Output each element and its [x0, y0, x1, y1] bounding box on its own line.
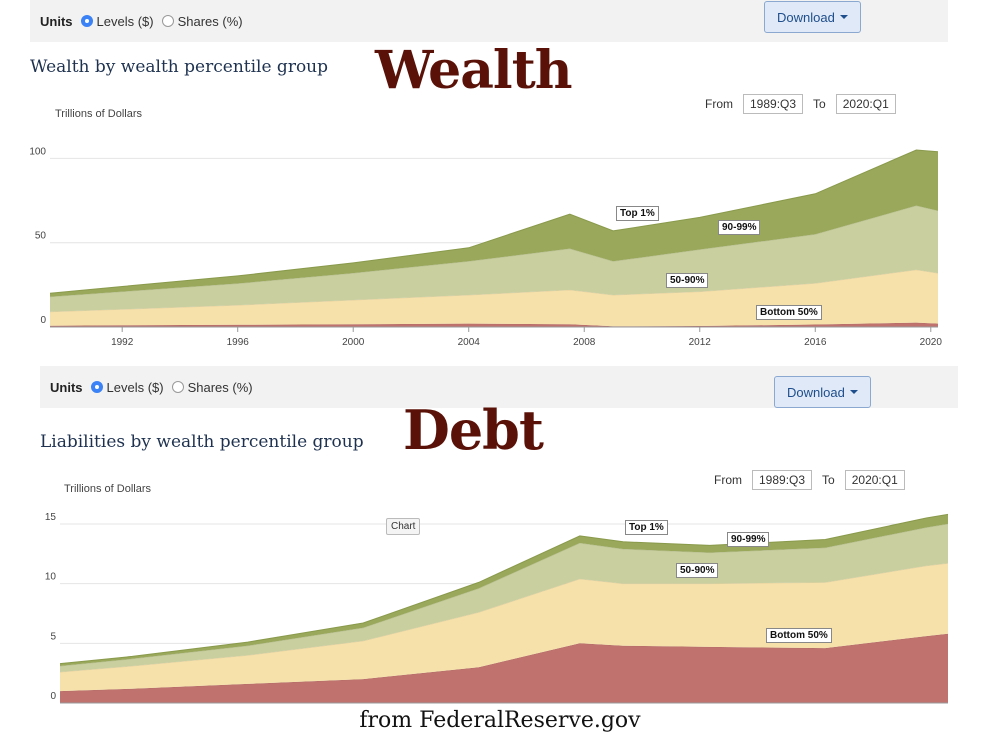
y-tick-label: 10 — [45, 572, 57, 583]
units-label: Units — [50, 379, 83, 395]
levels-radio[interactable]: Levels ($) — [90, 379, 164, 395]
y-tick-label: 0 — [50, 691, 56, 702]
radio-empty-icon — [171, 381, 184, 393]
from-input[interactable]: 1989:Q3 — [743, 94, 804, 114]
wealth-area-chart: 0 50 100 1992 1996 2000 2004 2008 2012 2016 2020 — [29, 146, 943, 348]
caret-down-icon — [849, 390, 858, 394]
to-label: To — [822, 473, 835, 487]
debt-download-button[interactable]: Download — [774, 376, 871, 408]
wealth-chart-title: Wealth by wealth percentile group — [30, 57, 329, 77]
wealth-date-range: From 1989:Q3 To 2020:Q1 — [705, 94, 906, 114]
wealth-tag-90-99: 90-99% — [718, 220, 761, 235]
x-tick-label: 1996 — [227, 337, 250, 348]
x-tick-label: 2008 — [573, 337, 596, 348]
debt-tag-50-90: 50-90% — [676, 563, 719, 578]
wealth-tag-bottom50: Bottom 50% — [756, 305, 822, 320]
y-tick-label: 5 — [50, 631, 56, 642]
y-tick-label: 15 — [45, 512, 57, 523]
radio-selected-icon — [90, 381, 103, 393]
to-input[interactable]: 2020:Q1 — [844, 470, 905, 490]
levels-label: Levels ($) — [96, 13, 154, 29]
debt-unit-label: Trillions of Dollars — [64, 483, 152, 495]
shares-radio[interactable]: Shares (%) — [161, 13, 243, 29]
source-footer: from FederalReserve.gov — [359, 708, 641, 733]
y-tick-label: 100 — [29, 146, 46, 157]
x-tick-label: 1992 — [111, 337, 134, 348]
area-50-90- — [50, 269, 938, 327]
radio-empty-icon — [161, 15, 174, 27]
shares-label: Shares (%) — [187, 379, 253, 395]
series-edge-line — [49, 149, 939, 294]
area-bottom-50- — [60, 633, 948, 703]
x-tick-label: 2004 — [458, 337, 481, 348]
wealth-big-label: Wealth — [375, 40, 573, 101]
to-label: To — [813, 97, 826, 111]
from-label: From — [705, 97, 733, 111]
wealth-download-button[interactable]: Download — [764, 1, 861, 33]
debt-chart-title: Liabilities by wealth percentile group — [40, 432, 364, 452]
x-tick-label: 2000 — [342, 337, 365, 348]
shares-radio[interactable]: Shares (%) — [171, 379, 253, 395]
area-90-99- — [50, 205, 938, 312]
shares-label: Shares (%) — [177, 13, 243, 29]
y-tick-label: 50 — [35, 231, 47, 242]
x-tick-label: 2020 — [920, 337, 943, 348]
x-tick-label: 2012 — [689, 337, 712, 348]
levels-label: Levels ($) — [106, 379, 164, 395]
units-label: Units — [40, 13, 73, 29]
debt-tag-bottom50: Bottom 50% — [766, 628, 832, 643]
wealth-unit-label: Trillions of Dollars — [55, 108, 143, 120]
debt-tag-90-99: 90-99% — [727, 532, 770, 547]
area-90-99- — [60, 523, 948, 672]
chart-tooltip: Chart — [386, 518, 421, 535]
download-label: Download — [787, 384, 845, 400]
series-edge-line — [59, 513, 949, 665]
radio-selected-icon — [80, 15, 93, 27]
x-tick-label: 2016 — [804, 337, 827, 348]
from-label: From — [714, 473, 742, 487]
levels-radio[interactable]: Levels ($) — [80, 13, 154, 29]
caret-down-icon — [839, 15, 848, 19]
area-bottom-50- — [50, 322, 938, 327]
wealth-tag-50-90: 50-90% — [666, 273, 709, 288]
download-label: Download — [777, 9, 835, 25]
debt-big-label: Debt — [403, 398, 544, 462]
to-input[interactable]: 2020:Q1 — [835, 94, 896, 114]
y-tick-label: 0 — [40, 315, 46, 326]
debt-date-range: From 1989:Q3 To 2020:Q1 — [714, 470, 915, 490]
debt-tag-top1: Top 1% — [625, 520, 668, 535]
from-input[interactable]: 1989:Q3 — [752, 470, 813, 490]
wealth-tag-top1: Top 1% — [616, 206, 659, 221]
area-50-90- — [60, 563, 948, 692]
